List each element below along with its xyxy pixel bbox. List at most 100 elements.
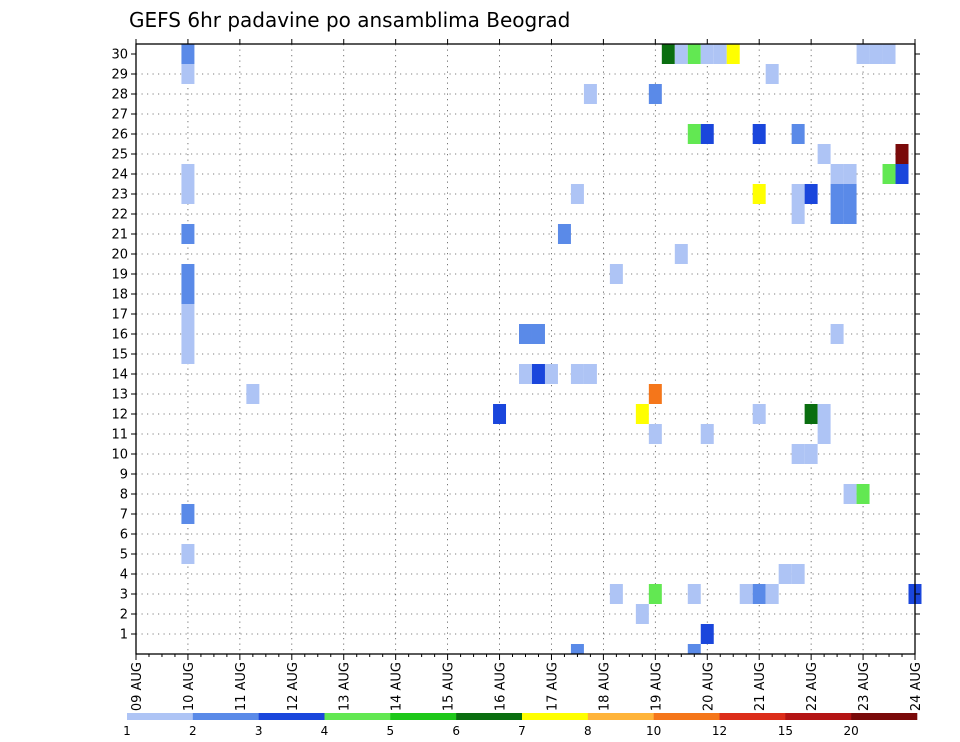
y-tick-label: 11 — [111, 428, 128, 443]
y-tick-label: 26 — [111, 128, 128, 143]
precip-cell — [752, 584, 766, 604]
x-tick-label: 15 AUG — [442, 662, 457, 711]
precip-cell — [791, 444, 805, 464]
precip-cell — [181, 164, 195, 184]
y-tick-label: 20 — [111, 248, 128, 263]
x-tick-label: 22 AUG — [805, 662, 820, 711]
y-tick-label: 21 — [111, 228, 128, 243]
colorbar-label: 20 — [844, 724, 859, 738]
precip-cell — [181, 184, 195, 204]
precip-cell — [869, 44, 883, 64]
colorbar-swatch — [324, 713, 391, 720]
precip-cell — [830, 204, 844, 224]
y-tick-label: 6 — [120, 528, 128, 543]
y-tick-label: 29 — [111, 68, 128, 83]
precip-cell — [674, 44, 688, 64]
precip-cell — [830, 184, 844, 204]
colorbar-label: 12 — [712, 724, 727, 738]
x-tick-label: 20 AUG — [701, 662, 716, 711]
colorbar-swatch — [390, 713, 457, 720]
colorbar-swatch — [258, 713, 325, 720]
precip-cell — [843, 204, 857, 224]
colorbar-swatch — [456, 713, 523, 720]
precip-cell — [181, 344, 195, 364]
precip-cell — [882, 164, 896, 184]
precip-cell — [765, 584, 779, 604]
x-tick-label: 19 AUG — [649, 662, 664, 711]
precip-cell — [181, 264, 195, 284]
y-tick-label: 4 — [120, 568, 128, 583]
precip-cell — [531, 364, 545, 384]
precip-cell — [895, 144, 909, 164]
y-tick-label: 16 — [111, 328, 128, 343]
precip-cell — [583, 84, 597, 104]
precip-cell — [687, 644, 701, 654]
y-tick-label: 1 — [120, 628, 128, 643]
y-tick-label: 12 — [111, 408, 128, 423]
x-tick-label: 18 AUG — [597, 662, 612, 711]
colorbar-swatch — [522, 713, 589, 720]
precip-cell — [843, 484, 857, 504]
y-tick-label: 5 — [120, 548, 128, 563]
precip-cell — [635, 604, 649, 624]
precip-cell — [700, 624, 714, 644]
precip-cell — [609, 584, 623, 604]
y-tick-label: 24 — [111, 168, 128, 183]
y-tick-label: 14 — [111, 368, 128, 383]
precip-cell — [674, 244, 688, 264]
y-tick-label: 9 — [120, 468, 128, 483]
chart-title: GEFS 6hr padavine po ansamblima Beograd — [129, 8, 570, 32]
precip-cell — [570, 644, 584, 654]
colorbar-label: 8 — [584, 724, 592, 738]
colorbar-label: 15 — [778, 724, 793, 738]
precip-cell — [739, 584, 753, 604]
precip-cell — [856, 484, 870, 504]
precip-cell — [752, 184, 766, 204]
precip-cell — [661, 44, 675, 64]
colorbar-label: 2 — [189, 724, 197, 738]
x-tick-label: 13 AUG — [338, 662, 353, 711]
precip-cell — [791, 204, 805, 224]
colorbar-swatch — [851, 713, 918, 720]
x-tick-label: 12 AUG — [286, 662, 301, 711]
precip-cell — [817, 404, 831, 424]
precip-cell — [700, 124, 714, 144]
precip-cell — [181, 284, 195, 304]
y-tick-label: 3 — [120, 588, 128, 603]
precip-cell — [843, 164, 857, 184]
y-tick-label: 17 — [111, 308, 128, 323]
colorbar-swatch — [587, 713, 654, 720]
x-tick-label: 17 AUG — [545, 662, 560, 711]
precip-cell — [804, 404, 818, 424]
x-tick-label: 16 AUG — [494, 662, 509, 711]
precip-cell — [687, 124, 701, 144]
precip-cell — [246, 384, 260, 404]
precip-cell — [856, 44, 870, 64]
y-axis: 1234567891011121314151617181920212223242… — [111, 48, 920, 643]
precip-cell — [791, 564, 805, 584]
x-tick-label: 23 AUG — [857, 662, 872, 711]
precip-cell — [700, 44, 714, 64]
precip-cell — [635, 404, 649, 424]
y-tick-label: 28 — [111, 88, 128, 103]
precip-cell — [181, 224, 195, 244]
precip-cell — [804, 184, 818, 204]
precip-cell — [726, 44, 740, 64]
colorbar-label: 7 — [518, 724, 526, 738]
precip-cell — [519, 324, 532, 344]
precip-cell — [687, 584, 701, 604]
colorbar-label: 10 — [646, 724, 661, 738]
x-tick-label: 14 AUG — [390, 662, 405, 711]
y-tick-label: 30 — [111, 48, 128, 63]
colorbar-label: 3 — [255, 724, 263, 738]
colorbar-swatch — [785, 713, 852, 720]
x-tick-label: 11 AUG — [234, 662, 249, 711]
y-tick-label: 23 — [111, 188, 128, 203]
precip-cell — [830, 324, 844, 344]
precip-cell — [544, 364, 558, 384]
y-tick-label: 19 — [111, 268, 128, 283]
precip-cell — [181, 64, 195, 84]
precip-cell — [609, 264, 623, 284]
precip-cell — [687, 44, 701, 64]
